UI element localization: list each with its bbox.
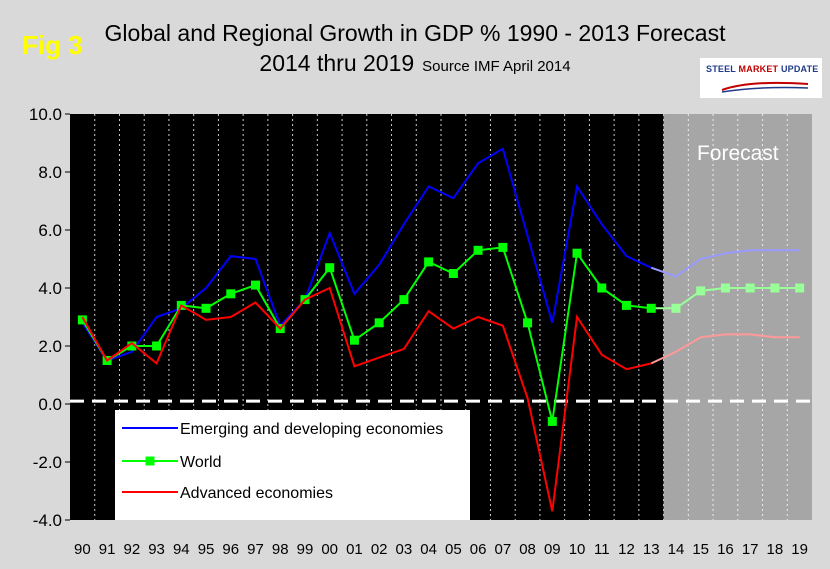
series-line-advanced: [81, 286, 652, 512]
x-tick-label: 00: [321, 541, 338, 558]
world-marker: [201, 303, 211, 313]
y-tick-label: 6.0: [38, 221, 62, 240]
world-marker: [374, 318, 384, 328]
x-tick-label: 06: [470, 541, 487, 558]
world-marker: [646, 303, 656, 313]
y-tick-label: -4.0: [33, 511, 62, 530]
logo-word-3: UPDATE: [780, 64, 819, 74]
source-note: Source IMF April 2014: [422, 58, 571, 75]
x-tick-label: 07: [494, 541, 511, 558]
world-marker: [795, 283, 805, 293]
series-forecast-line-emerging: [650, 249, 800, 278]
steel-market-update-logo: STEEL MARKET UPDATE: [700, 58, 822, 98]
x-tick-label: 13: [643, 541, 660, 558]
x-tick-label: 97: [247, 541, 264, 558]
x-tick-label: 92: [123, 541, 140, 558]
y-tick-label: -2.0: [33, 453, 62, 472]
world-marker: [597, 283, 607, 293]
world-marker: [770, 283, 780, 293]
x-tick-label: 15: [692, 541, 709, 558]
x-tick-label: 01: [346, 541, 363, 558]
legend-label-emerging: Emerging and developing economies: [180, 421, 443, 438]
logo-word-1: STEEL: [706, 64, 736, 74]
world-marker: [622, 300, 631, 310]
world-marker: [251, 280, 260, 290]
logo-wordmark: STEEL MARKET UPDATE: [706, 64, 819, 74]
world-marker: [325, 263, 335, 273]
x-tick-label: 09: [544, 541, 561, 558]
x-tick-label: 19: [791, 541, 808, 558]
x-tick-label: 05: [445, 541, 462, 558]
x-tick-label: 11: [594, 541, 610, 558]
legend-marker-world: [145, 456, 155, 466]
chart-title-subtitle: 2014 thru 2019: [259, 50, 415, 76]
legend-label-advanced: Advanced economies: [180, 485, 333, 502]
logo-word-2: MARKET: [738, 64, 779, 74]
world-marker: [424, 257, 434, 267]
world-marker: [448, 269, 458, 278]
y-tick-label: 2.0: [38, 337, 62, 356]
series-forecast-line-advanced: [650, 333, 800, 365]
x-tick-label: 98: [272, 541, 289, 558]
world-marker: [720, 283, 730, 293]
world-marker: [572, 248, 582, 258]
chart-title-line2: 2014 thru 2019 Source IMF April 2014: [0, 50, 830, 77]
x-tick-label: 94: [173, 541, 190, 558]
x-tick-label: 08: [519, 541, 536, 558]
x-tick-label: 17: [742, 541, 759, 558]
world-marker: [127, 341, 137, 351]
x-tick-label: 02: [371, 541, 388, 558]
world-marker: [547, 416, 557, 426]
world-marker: [226, 289, 236, 299]
world-marker: [77, 315, 87, 325]
world-marker: [696, 286, 706, 296]
forecast-region: [663, 114, 812, 520]
x-tick-label: 16: [717, 541, 734, 558]
x-tick-label: 03: [396, 541, 413, 558]
legend: Emerging and developing economies World Ad…: [115, 410, 470, 520]
world-marker: [152, 341, 162, 351]
chart-title-line1: Global and Regional Growth in GDP % 1990…: [104, 20, 726, 46]
world-marker: [399, 295, 409, 305]
series-line-world: [81, 246, 652, 422]
world-marker: [349, 335, 359, 345]
x-tick-label: 96: [222, 541, 239, 558]
world-marker: [671, 303, 681, 313]
y-tick-label: 10.0: [29, 105, 62, 124]
x-tick-label: 14: [668, 541, 685, 558]
x-tick-label: 95: [198, 541, 215, 558]
x-tick-label: 12: [618, 541, 635, 558]
world-marker: [745, 283, 755, 293]
forecast-label: Forecast: [697, 142, 779, 165]
world-marker: [473, 245, 483, 255]
y-tick-label: 0.0: [38, 395, 62, 414]
x-tick-label: 18: [767, 541, 784, 558]
figure-label: Fig 3: [22, 30, 83, 60]
world-marker: [498, 242, 508, 252]
x-tick-label: 93: [148, 541, 165, 558]
y-tick-label: 8.0: [38, 163, 62, 182]
world-marker: [523, 318, 533, 328]
x-tick-label: 91: [99, 541, 116, 558]
logo-swoosh-icon: [721, 81, 809, 93]
x-tick-label: 90: [74, 541, 91, 558]
y-tick-label: 4.0: [38, 279, 62, 298]
x-tick-label: 10: [569, 541, 586, 558]
x-tick-label: 99: [297, 541, 314, 558]
legend-label-world: World: [180, 454, 222, 471]
x-tick-label: 04: [420, 541, 437, 558]
